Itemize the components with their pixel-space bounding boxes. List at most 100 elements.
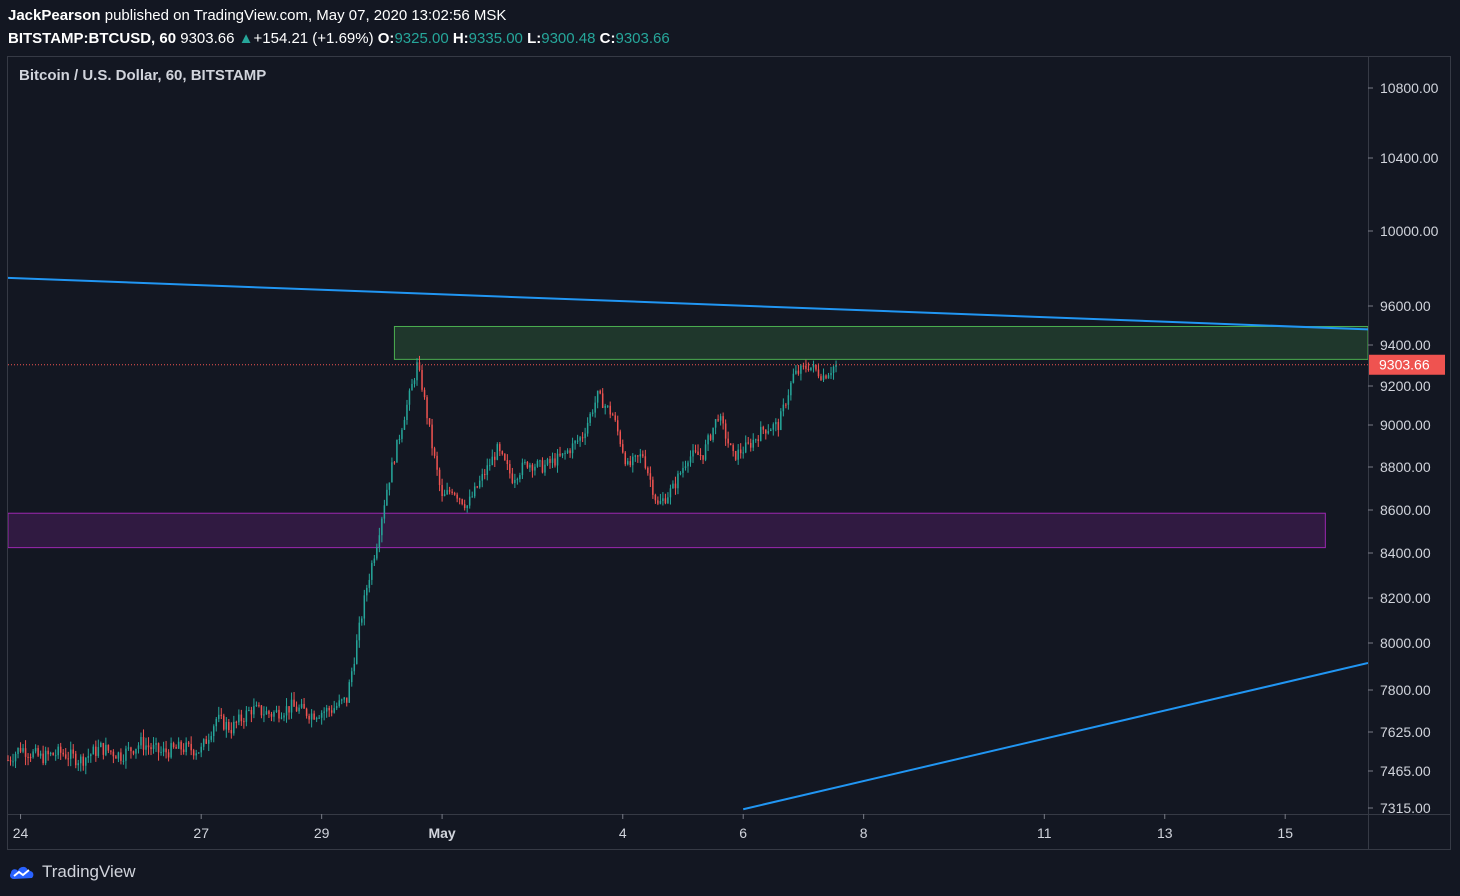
candle-up bbox=[473, 486, 476, 497]
candle-down bbox=[295, 706, 298, 712]
candle-up bbox=[368, 579, 371, 588]
candle-up bbox=[383, 505, 386, 519]
candle-down bbox=[581, 437, 584, 439]
candle-down bbox=[29, 757, 32, 759]
candle-up bbox=[551, 458, 554, 463]
candle-down bbox=[484, 474, 486, 476]
candle-down bbox=[328, 707, 330, 711]
last-price-label: 9303.66 bbox=[1379, 357, 1430, 373]
x-tick-label: 24 bbox=[13, 825, 29, 841]
candle-down bbox=[820, 376, 822, 380]
candle-up bbox=[521, 462, 524, 476]
candle-up bbox=[754, 439, 757, 441]
candle-down bbox=[501, 451, 504, 455]
candle-up bbox=[478, 480, 481, 488]
candle-up bbox=[772, 424, 775, 430]
candle-up bbox=[466, 505, 468, 509]
candle-down bbox=[142, 737, 145, 750]
ascending-trendline bbox=[742, 662, 1368, 811]
candle-up bbox=[391, 462, 393, 483]
candle-down bbox=[431, 424, 433, 449]
y-tick-label: 8800.00 bbox=[1380, 459, 1431, 475]
y-tick-label: 10400.00 bbox=[1380, 150, 1439, 166]
candle-up bbox=[679, 472, 682, 474]
candle-up bbox=[85, 757, 87, 766]
candle-up bbox=[215, 718, 218, 727]
descending-trendline bbox=[8, 276, 1368, 331]
candle-down bbox=[102, 743, 105, 755]
candle-down bbox=[293, 699, 295, 707]
candle-down bbox=[426, 397, 428, 419]
candle-down bbox=[699, 454, 702, 456]
y-tick-label: 7315.00 bbox=[1380, 800, 1431, 816]
candle-down bbox=[657, 500, 659, 504]
candle-down bbox=[175, 747, 177, 749]
candle-up bbox=[54, 755, 57, 757]
candle-up bbox=[639, 454, 642, 457]
last-price: 9303.66 bbox=[180, 30, 235, 47]
candle-up bbox=[827, 375, 830, 379]
candle-down bbox=[642, 454, 644, 457]
candle-down bbox=[107, 744, 110, 751]
candle-down bbox=[805, 365, 807, 369]
candle-up bbox=[358, 622, 361, 641]
candle-down bbox=[59, 746, 62, 753]
candle-up bbox=[49, 752, 52, 755]
low-label: L: bbox=[527, 30, 542, 47]
candle-down bbox=[19, 747, 22, 752]
candle-up bbox=[32, 751, 34, 758]
candle-up bbox=[810, 367, 812, 371]
candle-up bbox=[489, 465, 491, 467]
candle-down bbox=[230, 730, 233, 734]
candle-up bbox=[767, 431, 770, 434]
brand-name: TradingView bbox=[42, 862, 136, 881]
candle-up bbox=[14, 754, 17, 762]
candle-up bbox=[340, 699, 343, 701]
candle-down bbox=[601, 393, 604, 408]
candle-down bbox=[72, 749, 74, 754]
candle-up bbox=[594, 402, 596, 413]
candle-up bbox=[536, 460, 539, 467]
candle-up bbox=[719, 416, 722, 421]
tradingview-logo[interactable]: TradingView bbox=[8, 862, 136, 882]
high-label: H: bbox=[452, 30, 469, 47]
candle-up bbox=[57, 746, 59, 756]
author-name[interactable]: JackPearson bbox=[8, 7, 101, 24]
candle-up bbox=[596, 390, 599, 403]
candle-down bbox=[747, 442, 749, 444]
candle-up bbox=[634, 455, 637, 457]
candle-down bbox=[220, 714, 223, 716]
candle-up bbox=[140, 737, 142, 746]
candle-up bbox=[90, 754, 92, 757]
candle-up bbox=[687, 462, 689, 467]
candle-down bbox=[611, 414, 614, 416]
candle-down bbox=[777, 422, 780, 430]
candle-up bbox=[255, 705, 258, 707]
candle-down bbox=[644, 456, 647, 468]
candle-down bbox=[165, 748, 167, 753]
chart-frame[interactable] bbox=[7, 56, 1451, 850]
x-tick-label: 11 bbox=[1037, 825, 1052, 841]
candle-up bbox=[546, 459, 549, 465]
candle-up bbox=[388, 482, 391, 490]
candle-down bbox=[614, 415, 616, 421]
candle-down bbox=[559, 453, 561, 456]
candle-up bbox=[145, 745, 147, 750]
candle-down bbox=[418, 362, 421, 370]
candle-up bbox=[659, 500, 662, 504]
support-zone bbox=[8, 512, 1326, 549]
candle-down bbox=[421, 369, 423, 390]
last-price-badge bbox=[1369, 354, 1445, 375]
candle-up bbox=[682, 467, 684, 473]
candle-up bbox=[830, 373, 832, 376]
candle-down bbox=[187, 742, 190, 744]
candle-up bbox=[579, 437, 581, 441]
candle-down bbox=[64, 754, 67, 759]
candle-up bbox=[403, 420, 406, 430]
candle-up bbox=[795, 370, 797, 374]
candle-up bbox=[353, 663, 356, 672]
x-tick-label: 15 bbox=[1277, 825, 1293, 841]
candle-up bbox=[356, 640, 358, 664]
candle-up bbox=[44, 750, 47, 764]
